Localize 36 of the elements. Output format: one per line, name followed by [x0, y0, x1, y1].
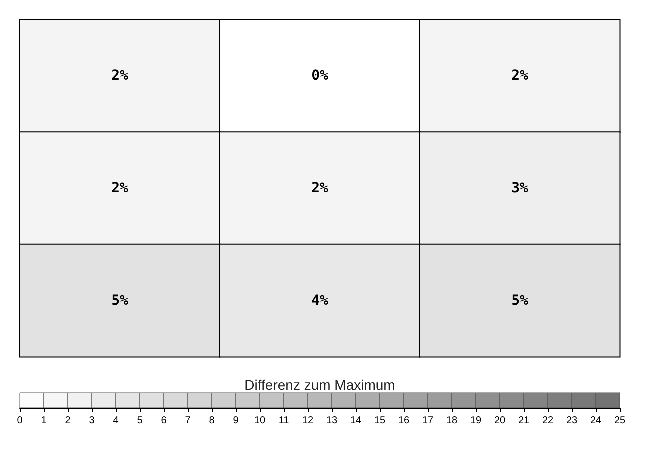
color-bar-label: 3 [89, 416, 96, 426]
data-label: 4% [312, 292, 329, 309]
color-bar-label: 7 [185, 416, 192, 426]
color-bar-label: 14 [350, 416, 362, 426]
data-label: 2% [512, 68, 529, 84]
color-bar-label: 0 [17, 416, 24, 426]
data-label: 0% [312, 68, 329, 84]
color-bar-label: 9 [233, 416, 240, 426]
color-bar-label: 15 [374, 416, 386, 426]
color-bar-label: 13 [326, 416, 338, 426]
color-bar-label: 17 [422, 416, 434, 426]
color-bar-label: 16 [398, 416, 410, 426]
color-bar-label: 21 [518, 416, 530, 426]
color-bar-label: 6 [161, 416, 168, 426]
data-label: 2% [112, 68, 129, 84]
color-bar-label: 19 [470, 416, 482, 426]
color-bar-label: 10 [254, 416, 266, 426]
color-bar-label: 20 [494, 416, 506, 426]
color-bar-label: 18 [446, 416, 458, 426]
data-label: 3% [512, 180, 529, 196]
color-bar-label: 1 [41, 416, 48, 426]
color-bar-label: 22 [542, 416, 554, 426]
color-bar-title: Differenz zum Maximum [244, 377, 396, 393]
color-bar-label: 2 [65, 416, 72, 426]
color-bar-label: 12 [302, 416, 314, 426]
color-bar-label: 23 [566, 416, 578, 426]
color-bar-label: 11 [278, 416, 290, 426]
data-label: 2% [112, 180, 129, 196]
data-label: 5% [512, 292, 529, 309]
color-bar-label: 4 [113, 416, 120, 426]
color-bar-label: 5 [137, 416, 144, 426]
color-bar-label: 8 [209, 416, 216, 426]
data-label: 2% [312, 180, 329, 196]
color-bar-label: 25 [614, 416, 626, 426]
color-bar-label: 24 [590, 416, 602, 426]
data-label: 5% [112, 292, 129, 309]
